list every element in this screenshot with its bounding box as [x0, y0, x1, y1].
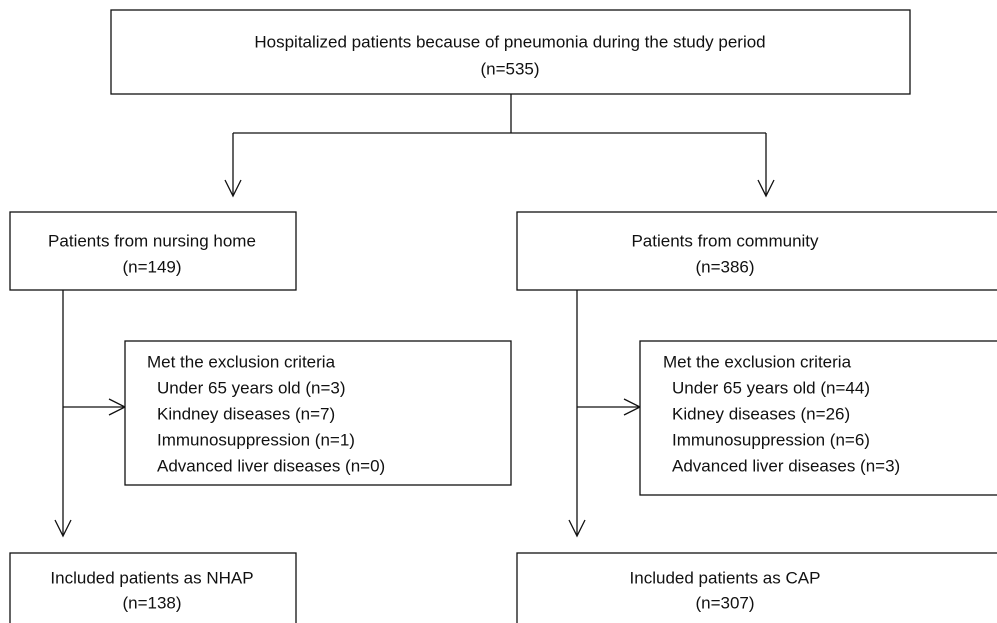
arrowhead	[568, 398, 642, 538]
arrowhead	[54, 398, 127, 538]
exclusion-item: Under 65 years old (n=3)	[157, 378, 346, 397]
arrowhead	[224, 179, 775, 198]
included-box	[516, 552, 997, 623]
exclusion-item: Immunosuppression (n=6)	[672, 430, 870, 449]
connector	[62, 290, 124, 535]
branch-box	[9, 211, 297, 291]
branch-box	[516, 211, 997, 291]
exclusion-item: Kidney diseases (n=26)	[672, 404, 850, 423]
exclusion-item: Immunosuppression (n=1)	[157, 430, 355, 449]
included-label: Included patients as NHAP	[50, 568, 253, 587]
branch-label: Patients from community	[631, 231, 819, 250]
exclusion-box	[124, 340, 512, 486]
included-box	[9, 552, 297, 623]
connector	[232, 94, 767, 195]
exclusion-item: Advanced liver diseases (n=0)	[157, 456, 385, 475]
exclusion-box	[639, 340, 997, 496]
included-count: (n=307)	[695, 593, 754, 612]
branch-label: Patients from nursing home	[48, 231, 256, 250]
branch-count: (n=386)	[695, 257, 754, 276]
exclusion-item: Kindney diseases (n=7)	[157, 404, 335, 423]
included-label: Included patients as CAP	[630, 568, 821, 587]
exclusion-title: Met the exclusion criteria	[663, 352, 852, 371]
exclusion-title: Met the exclusion criteria	[147, 352, 336, 371]
exclusion-item: Advanced liver diseases (n=3)	[672, 456, 900, 475]
top-count: (n=535)	[480, 59, 539, 78]
included-count: (n=138)	[122, 593, 181, 612]
connector	[576, 290, 639, 535]
exclusion-item: Under 65 years old (n=44)	[672, 378, 870, 397]
branch-count: (n=149)	[122, 257, 181, 276]
top-box	[110, 9, 911, 95]
top-label: Hospitalized patients because of pneumon…	[254, 32, 765, 51]
